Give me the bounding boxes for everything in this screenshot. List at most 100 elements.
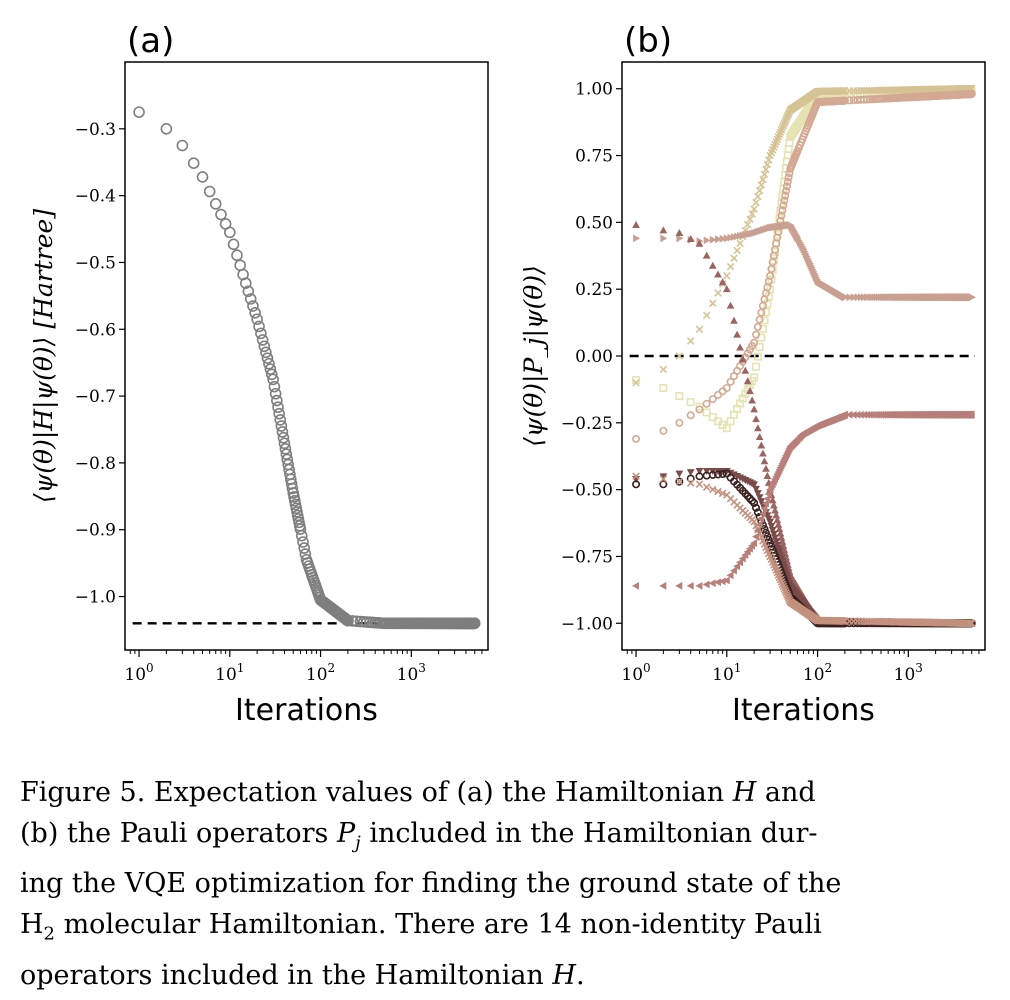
- caption-sub-j: j: [355, 832, 361, 854]
- data-point: [779, 201, 788, 210]
- caption-text: molecular Hamiltonian. There are 14 non-…: [55, 909, 822, 941]
- data-point: [675, 352, 684, 360]
- data-point: [468, 617, 481, 630]
- data-point: [242, 285, 255, 298]
- x-tick-exponent: 2: [825, 661, 833, 675]
- data-point: [702, 408, 711, 417]
- data-point: [760, 504, 768, 513]
- data-point: [298, 542, 310, 554]
- caption-text: included in the Hamiltonian dur-: [360, 818, 818, 849]
- caption-text: operators included in the Hamiltonian: [20, 959, 553, 991]
- data-point: [708, 413, 717, 422]
- data-point: [754, 424, 762, 432]
- data-point: [632, 378, 640, 387]
- data-point: [750, 405, 759, 413]
- data-point: [632, 480, 641, 489]
- y-tick-label: −0.75: [561, 547, 613, 567]
- data-point: [771, 506, 779, 514]
- data-point: [761, 308, 770, 317]
- data-area: [632, 84, 976, 628]
- data-point: [779, 582, 788, 591]
- data-point: [260, 346, 272, 359]
- data-point: [686, 337, 695, 345]
- data-point: [755, 433, 764, 441]
- y-tick-label: −0.6: [75, 320, 116, 340]
- data-point: [743, 220, 752, 229]
- data-point: [708, 395, 717, 404]
- data-point: [755, 342, 764, 351]
- data-point: [748, 210, 756, 218]
- data-point: [778, 580, 787, 589]
- data-point: [757, 515, 765, 523]
- data-point: [779, 121, 788, 130]
- data-point: [244, 293, 257, 305]
- data-point: [686, 479, 695, 487]
- data-point: [659, 226, 668, 234]
- data-point: [750, 498, 759, 507]
- data-point: [968, 293, 976, 302]
- data-point: [753, 526, 761, 535]
- data-point: [736, 239, 744, 248]
- data-point: [234, 259, 246, 272]
- data-point: [736, 343, 744, 351]
- data-point: [278, 437, 291, 450]
- data-point: [632, 434, 641, 443]
- data-point: [780, 584, 789, 593]
- y-tick-label: −0.4: [75, 187, 116, 207]
- data-point: [741, 551, 749, 560]
- data-point: [215, 208, 227, 221]
- data-point: [686, 411, 695, 420]
- data-point: [253, 320, 265, 333]
- data-point: [695, 480, 704, 489]
- data-point: [695, 405, 704, 414]
- data-point: [675, 418, 684, 427]
- data-point: [695, 239, 704, 247]
- data-point: [729, 566, 737, 575]
- data-point: [247, 300, 259, 312]
- data-point: [708, 579, 716, 588]
- caption-text: Figure 5. Expectation values of (a) the …: [20, 777, 733, 808]
- data-point: [297, 536, 309, 548]
- data-point: [783, 151, 792, 160]
- data-point: [686, 469, 695, 477]
- data-point: [743, 377, 752, 385]
- x-tick-exponent: 3: [418, 661, 426, 675]
- data-point: [752, 485, 760, 493]
- data-point: [271, 394, 283, 407]
- y-tick-label: 0.00: [575, 347, 613, 367]
- data-point: [176, 139, 189, 152]
- data-point: [675, 229, 684, 237]
- data-point: [708, 485, 717, 494]
- data-point: [714, 289, 722, 297]
- y-tick-label: −0.5: [75, 253, 116, 273]
- data-point: [269, 387, 282, 400]
- data-point: [759, 175, 767, 184]
- data-point: [708, 299, 717, 308]
- y-axis-label: ⟨ψ(θ)|P_j|ψ(θ)⟩: [519, 265, 549, 447]
- y-tick-label: 0.25: [575, 280, 613, 300]
- data-point: [769, 530, 778, 538]
- series-6: [632, 467, 976, 628]
- data-point: [675, 581, 683, 590]
- data-point: [660, 234, 668, 243]
- data-point: [686, 235, 695, 243]
- data-point: [780, 119, 789, 128]
- data-point: [748, 496, 757, 505]
- y-tick-label: −0.8: [75, 454, 116, 474]
- data-point: [748, 396, 756, 404]
- x-tick-exponent: 0: [643, 661, 651, 675]
- data-point: [718, 470, 727, 479]
- data-point: [722, 576, 730, 585]
- data-point: [753, 508, 762, 517]
- data-point: [854, 293, 862, 302]
- data-point: [766, 518, 774, 526]
- data-point: [841, 293, 849, 302]
- caption-line-1: Figure 5. Expectation values of (a) the …: [20, 772, 995, 813]
- data-point: [346, 615, 359, 627]
- caption-line-4: H2 molecular Hamiltonian. There are 14 n…: [20, 904, 995, 954]
- x-tick-exponent: 0: [146, 661, 154, 675]
- data-point: [755, 186, 764, 195]
- data-point: [778, 206, 787, 215]
- caption-var-H: H: [552, 959, 576, 991]
- data-point: [675, 477, 684, 486]
